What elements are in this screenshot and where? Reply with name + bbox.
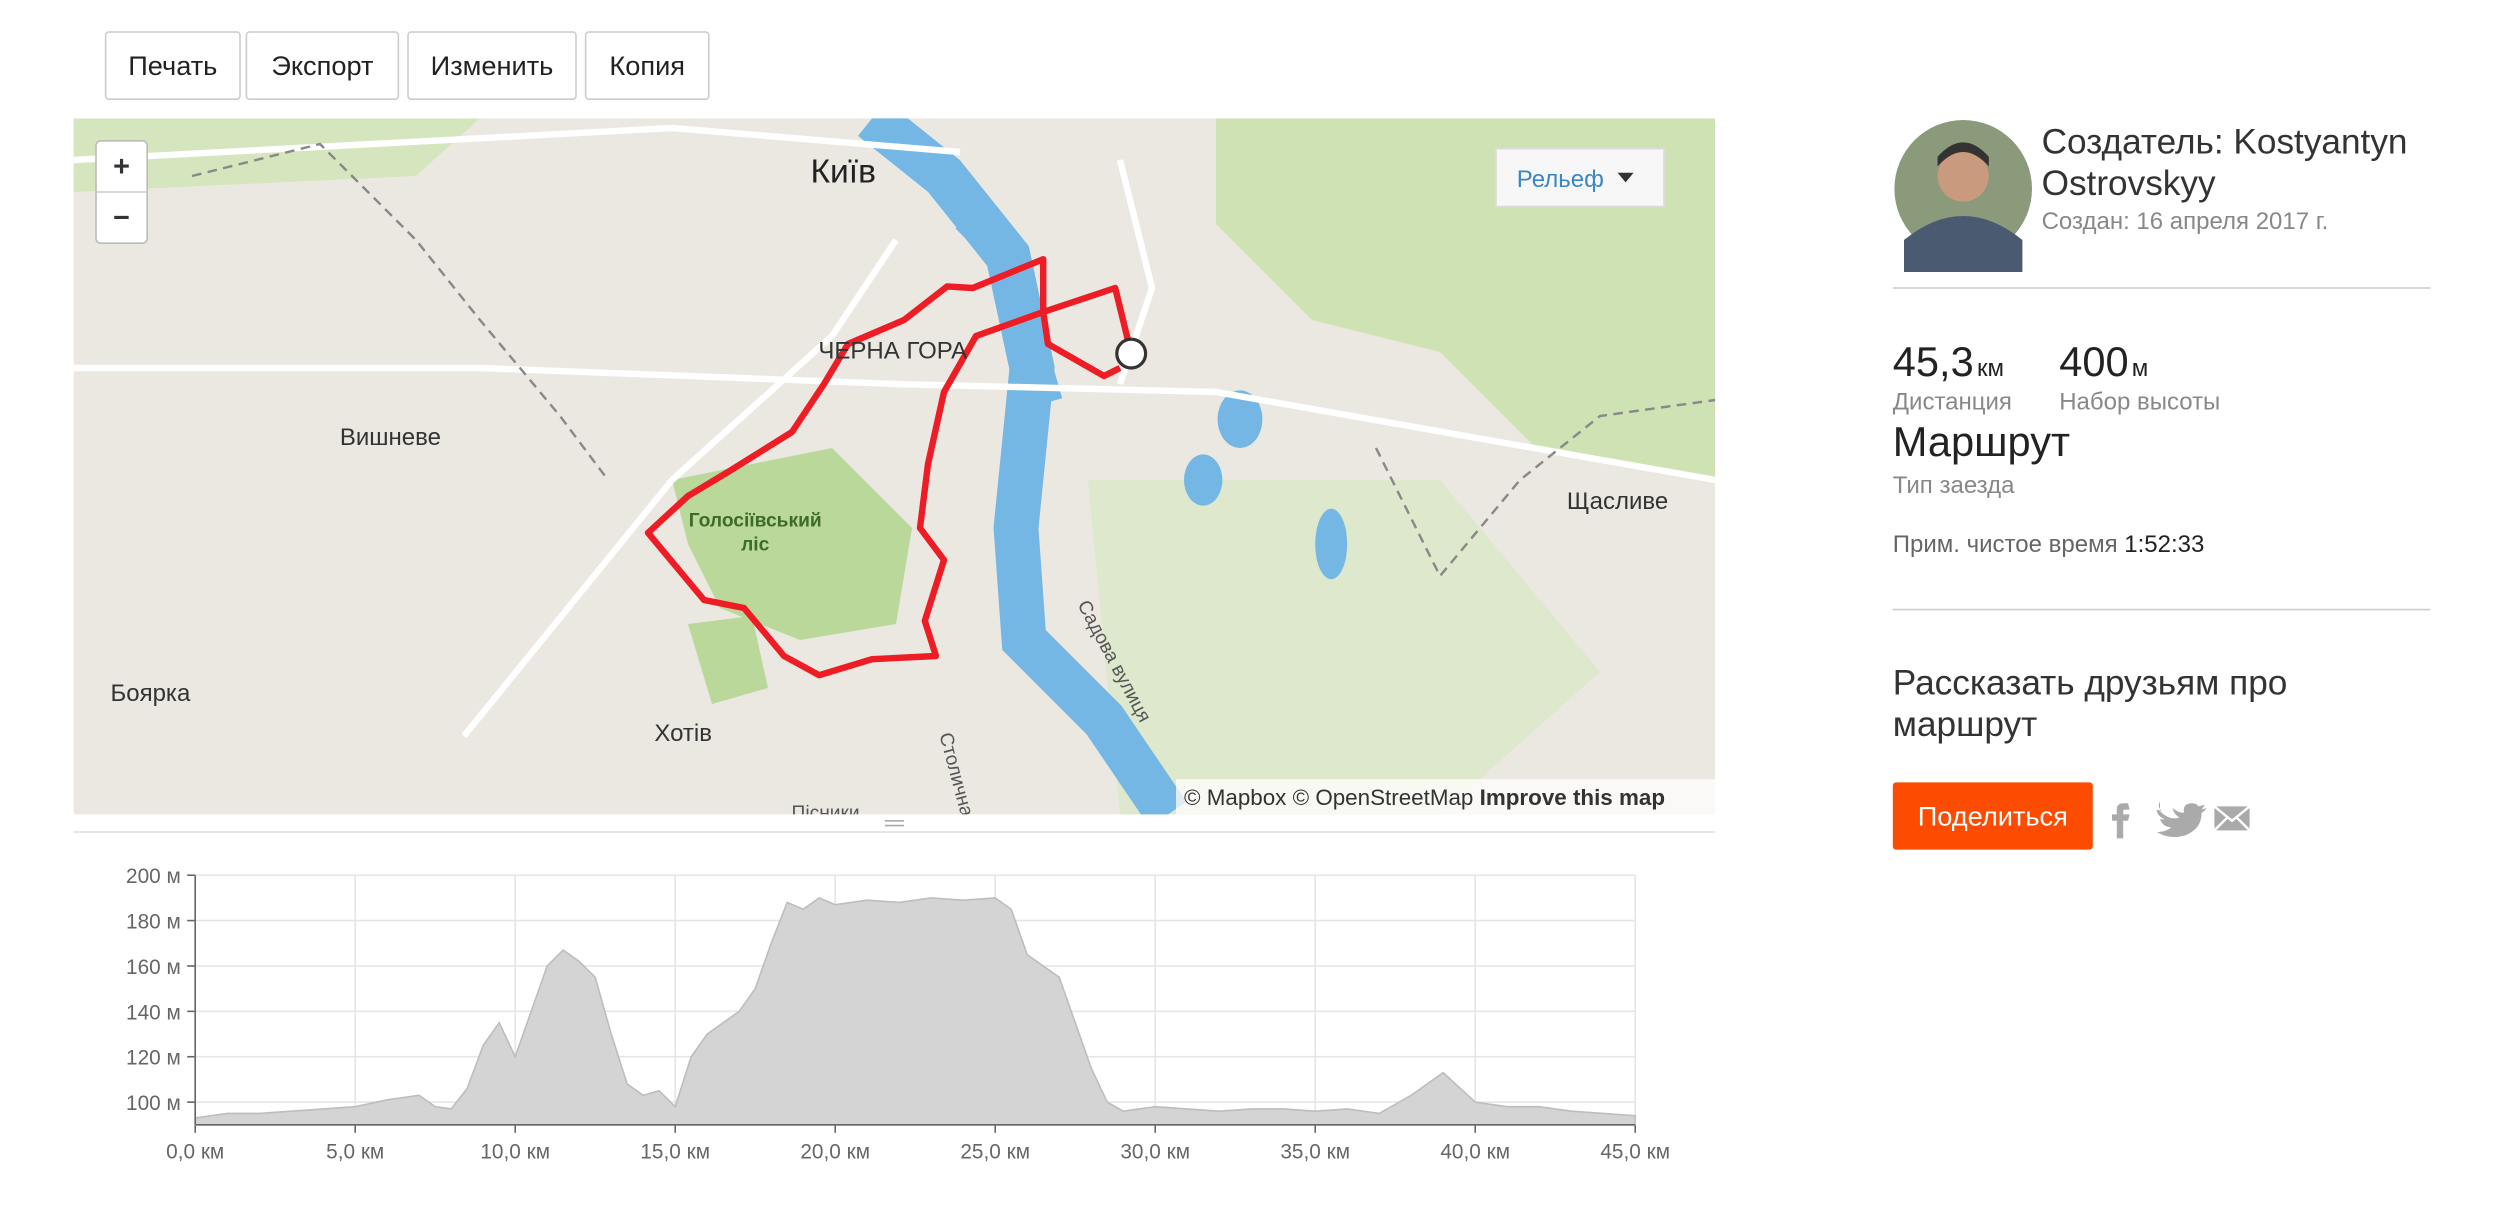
elevation-area bbox=[194, 896, 1636, 1126]
finish-marker bbox=[1115, 337, 1148, 370]
twitter-icon[interactable] bbox=[2156, 801, 2207, 837]
stat-value: 45,3 км bbox=[1893, 338, 2004, 385]
share-heading: маршрут bbox=[1893, 705, 2037, 744]
y-tick-label: 100 м bbox=[126, 1092, 181, 1115]
zoom-control: + − bbox=[95, 140, 148, 244]
stat-value: 1:52:33 bbox=[2124, 531, 2204, 558]
attribution-text: © Mapbox © OpenStreetMap bbox=[1184, 785, 1473, 810]
share-label[interactable]: Поделиться bbox=[1918, 801, 2068, 832]
map-label: Київ bbox=[810, 153, 876, 190]
layer-label[interactable]: Рельеф bbox=[1517, 166, 1604, 193]
x-tick-label: 40,0 км bbox=[1440, 1140, 1510, 1163]
map-label: Боярка bbox=[110, 680, 190, 707]
button-label[interactable]: Экспорт bbox=[271, 50, 373, 81]
ride-type: Маршрут bbox=[1893, 418, 2070, 465]
improve-link[interactable]: Improve this map bbox=[1480, 785, 1665, 810]
creator[interactable]: Ostrovskyy bbox=[2042, 164, 2216, 203]
unit: км bbox=[1977, 355, 2004, 382]
share-button[interactable]: Поделиться bbox=[1892, 782, 2093, 850]
y-tick-label: 180 м bbox=[126, 911, 181, 934]
elevation: 400 bbox=[2059, 338, 2128, 385]
y-tick-label: 120 м bbox=[126, 1047, 181, 1070]
creator[interactable]: Создатель: Kostyantyn bbox=[2042, 123, 2408, 162]
edit-button[interactable]: Изменить bbox=[407, 31, 577, 100]
x-tick-label: 45,0 км bbox=[1600, 1140, 1670, 1163]
x-tick-label: 20,0 км bbox=[800, 1140, 870, 1163]
x-tick-label: 15,0 км bbox=[640, 1140, 710, 1163]
distance: 45,3 bbox=[1893, 338, 1974, 385]
avatar bbox=[1894, 120, 2032, 272]
x-tick-label: 5,0 км bbox=[326, 1140, 384, 1163]
export-button[interactable]: Экспорт bbox=[245, 31, 400, 100]
map-label: Щасливе bbox=[1567, 488, 1668, 515]
stat-value: 400 м bbox=[2059, 338, 2148, 385]
button-label[interactable]: Копия bbox=[609, 50, 685, 81]
x-tick-label: 10,0 км bbox=[480, 1140, 550, 1163]
stat-label: Прим. чистое время bbox=[1893, 531, 2118, 558]
zoom-out[interactable]: − bbox=[113, 202, 130, 234]
print-button[interactable]: Печать bbox=[104, 31, 241, 100]
y-tick-label: 200 м bbox=[126, 865, 181, 888]
button-label[interactable]: Печать bbox=[128, 50, 217, 81]
unit: м bbox=[2132, 355, 2149, 382]
copy-button[interactable]: Копия bbox=[584, 31, 710, 100]
x-tick-label: 35,0 км bbox=[1280, 1140, 1350, 1163]
map-label: Вишневе bbox=[340, 424, 441, 451]
y-tick-label: 160 м bbox=[126, 956, 181, 979]
zoom-in[interactable]: + bbox=[113, 151, 130, 183]
button-label[interactable]: Изменить bbox=[431, 50, 554, 81]
map-label: Голосіївський bbox=[689, 510, 822, 531]
elevation-chart: 100 м 120 м 140 м 160 м 180 м 200 м 0,0 км 5,0 … bbox=[126, 865, 1670, 1163]
moving-time: Прим. чистое время 1:52:33 bbox=[1893, 531, 2205, 558]
share-heading: Рассказать друзьям про bbox=[1893, 663, 2288, 702]
map-label: Хотів bbox=[654, 720, 712, 747]
attribution: © Mapbox © OpenStreetMap Improve this ma… bbox=[1184, 785, 1665, 810]
y-tick-label: 140 м bbox=[126, 1001, 181, 1024]
stat-label: Дистанция bbox=[1893, 389, 2012, 416]
x-tick-label: 30,0 км bbox=[1120, 1140, 1190, 1163]
map[interactable]: Київ ЧЕРНА ГОРА Вишневе Голосіївський лі… bbox=[73, 118, 1716, 824]
facebook-icon[interactable] bbox=[2112, 803, 2130, 839]
created-date: Создан: 16 апреля 2017 г. bbox=[2042, 208, 2329, 235]
x-tick-label: 0,0 км bbox=[166, 1140, 224, 1163]
email-icon[interactable] bbox=[2213, 805, 2251, 832]
map-label: ліс bbox=[741, 534, 770, 555]
stat-label: Набор высоты bbox=[2059, 389, 2220, 416]
x-tick-label: 25,0 км bbox=[960, 1140, 1030, 1163]
layer-button[interactable]: Рельеф bbox=[1495, 148, 1665, 208]
map-label: ЧЕРНА ГОРА bbox=[818, 337, 967, 364]
stat-label: Тип заезда bbox=[1893, 472, 2015, 499]
map-label: Пісники bbox=[792, 803, 860, 824]
